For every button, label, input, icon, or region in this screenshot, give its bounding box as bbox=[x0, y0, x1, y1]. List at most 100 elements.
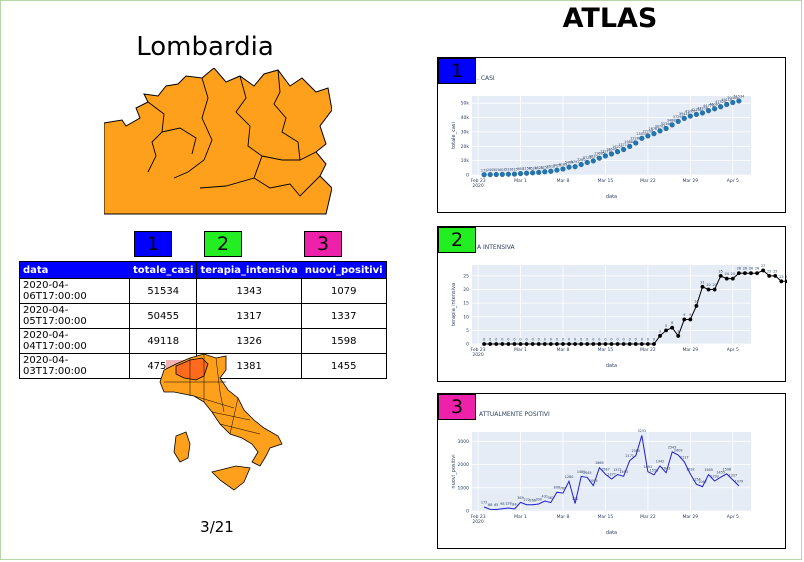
data-label: 0 bbox=[507, 338, 509, 342]
data-label: 6 bbox=[671, 321, 673, 325]
y-tick-label: 15 bbox=[463, 301, 469, 307]
data-point bbox=[506, 172, 511, 177]
data-point bbox=[682, 116, 687, 121]
data-label: 1643 bbox=[662, 466, 671, 470]
data-point bbox=[724, 102, 729, 107]
x-tick-label: Apr 5 bbox=[727, 178, 739, 184]
data-label: 0 bbox=[483, 338, 485, 342]
data-point bbox=[664, 329, 668, 333]
italy-map bbox=[154, 352, 290, 492]
data-label: 128 bbox=[505, 502, 511, 506]
data-point bbox=[640, 342, 644, 346]
data-point bbox=[712, 106, 717, 111]
data-point bbox=[567, 342, 571, 346]
x-tick-label: Apr 5 bbox=[727, 347, 739, 353]
data-point bbox=[579, 342, 583, 346]
x-tick-label: Mar 22 bbox=[640, 347, 656, 353]
data-point bbox=[676, 119, 681, 124]
data-point bbox=[518, 171, 523, 176]
data-label: 25 bbox=[773, 269, 777, 273]
data-point bbox=[701, 285, 705, 289]
x-axis-label: data bbox=[606, 530, 617, 536]
data-label: 20 bbox=[706, 283, 710, 287]
data-label: 25 bbox=[719, 269, 723, 273]
data-label: 0 bbox=[562, 338, 564, 342]
data-point bbox=[634, 342, 638, 346]
x-axis-label: data bbox=[606, 363, 617, 369]
data-point bbox=[616, 342, 620, 346]
y-axis-label: nuovi_positivi bbox=[451, 454, 457, 488]
data-label: 1587 bbox=[601, 468, 610, 472]
data-point bbox=[519, 342, 523, 346]
data-point bbox=[591, 158, 596, 163]
cell-data: 2020-04-05T17:00:00 bbox=[20, 304, 130, 329]
data-label: 172 bbox=[481, 501, 487, 505]
table-row: 2020-04-06T17:00:00 51534 1343 1079 bbox=[20, 279, 387, 304]
x-tick-label: Mar 22 bbox=[640, 514, 656, 520]
data-point bbox=[725, 277, 729, 281]
data-point bbox=[525, 342, 529, 346]
data-point bbox=[737, 271, 741, 275]
data-point bbox=[524, 171, 529, 176]
cell-nuovi-positivi: 1455 bbox=[301, 354, 386, 379]
data-point bbox=[773, 274, 777, 278]
data-label: 0 bbox=[538, 338, 540, 342]
data-label: 1377 bbox=[607, 473, 616, 477]
data-label: 84 bbox=[512, 503, 516, 507]
y-tick-label: 40k bbox=[461, 115, 470, 121]
data-label: 0 bbox=[598, 338, 600, 342]
table-header-row: data totale_casi terapia_intensiva nuovi… bbox=[20, 262, 387, 279]
data-label: 23 bbox=[779, 275, 783, 279]
data-label: 0 bbox=[574, 338, 576, 342]
data-label: 0 bbox=[519, 338, 521, 342]
data-point bbox=[488, 342, 492, 346]
data-label: 27 bbox=[761, 264, 765, 268]
data-point bbox=[755, 271, 759, 275]
data-label: 1598 bbox=[722, 467, 731, 471]
data-point bbox=[743, 271, 747, 275]
data-label: 1292 bbox=[710, 474, 719, 478]
y-tick-label: 20 bbox=[463, 287, 469, 293]
data-point bbox=[494, 342, 498, 346]
data-point bbox=[719, 274, 723, 278]
x-tick-label: Mar 15 bbox=[598, 178, 614, 184]
data-point bbox=[652, 342, 656, 346]
data-label: 3 bbox=[677, 329, 679, 333]
data-point bbox=[610, 342, 614, 346]
cell-totale-casi: 50455 bbox=[130, 304, 197, 329]
data-label: 0 bbox=[556, 338, 558, 342]
data-point bbox=[500, 172, 505, 177]
cell-data: 2020-04-03T17:00:00 bbox=[20, 354, 130, 379]
column-header-data: data bbox=[20, 262, 130, 279]
sicily-shape bbox=[212, 466, 250, 490]
x-tick-label: Mar 8 bbox=[557, 178, 570, 184]
data-point bbox=[598, 342, 602, 346]
chart-panel-3: 0 1000 2000 3000 Feb 23 2020 Mar 1 Mar 8 Mar 15 M… bbox=[437, 393, 786, 549]
data-label: 14 bbox=[694, 299, 698, 303]
y-tick-label: 3000 bbox=[458, 439, 470, 445]
data-point bbox=[676, 334, 680, 338]
data-label: 24 bbox=[725, 272, 729, 276]
data-point bbox=[761, 269, 765, 273]
data-label: 322 bbox=[572, 497, 578, 501]
data-point bbox=[700, 111, 705, 116]
data-label: 0 bbox=[532, 338, 534, 342]
data-label: 0 bbox=[653, 338, 655, 342]
panel-badge-2: 2 bbox=[438, 227, 476, 253]
cell-nuovi-positivi: 1598 bbox=[301, 329, 386, 354]
page-indicator: 3/21 bbox=[190, 518, 244, 536]
data-point bbox=[645, 134, 650, 139]
data-point bbox=[501, 342, 505, 346]
data-point bbox=[482, 172, 487, 177]
y-tick-label: 10 bbox=[463, 314, 469, 320]
atlas-title: ATLAS bbox=[540, 3, 680, 34]
y-tick-label: 50k bbox=[461, 101, 470, 107]
y-tick-label: 0 bbox=[466, 173, 469, 179]
data-point bbox=[604, 342, 608, 346]
data-point bbox=[658, 334, 662, 338]
data-point bbox=[695, 304, 699, 308]
data-label: 2171 bbox=[625, 454, 634, 458]
data-label: 0 bbox=[610, 338, 612, 342]
data-point bbox=[573, 342, 577, 346]
data-label: 2117 bbox=[680, 455, 689, 459]
